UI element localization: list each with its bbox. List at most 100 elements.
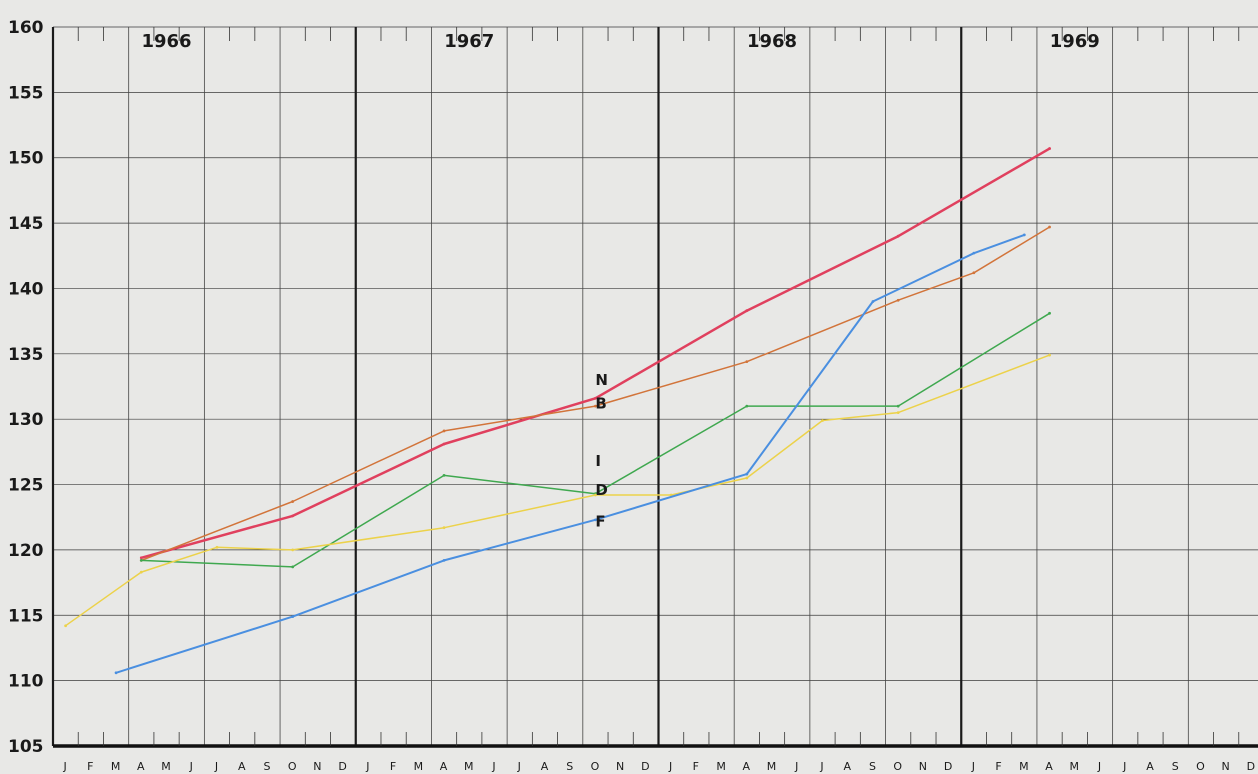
data-point-n [442, 442, 446, 446]
month-label: J [189, 760, 194, 773]
month-label: O [591, 760, 601, 773]
month-label: M [1019, 760, 1030, 773]
month-label: J [794, 760, 799, 773]
y-tick-label: 150 [8, 149, 44, 169]
month-label: J [214, 760, 219, 773]
series-line-d [64, 354, 1051, 627]
month-label: J [517, 760, 522, 773]
month-label: J [1122, 760, 1127, 773]
month-label: J [971, 760, 976, 773]
data-point-i [896, 404, 900, 408]
month-label: D [944, 760, 953, 773]
data-point-n [745, 309, 749, 313]
data-point-f [1022, 233, 1026, 237]
data-point-f [114, 671, 118, 675]
month-label: N [919, 760, 928, 773]
month-label: F [390, 760, 397, 773]
data-point-n [139, 556, 143, 560]
data-point-d [1048, 353, 1051, 357]
month-label: F [87, 760, 94, 773]
data-point-d [594, 493, 597, 497]
data-point-b [291, 500, 295, 503]
series-label-i: I [595, 452, 601, 470]
y-tick-label: 130 [8, 410, 44, 430]
y-tick-label: 115 [8, 606, 44, 626]
series-line-f [115, 233, 1026, 674]
y-tick-label: 105 [8, 737, 44, 757]
year-label: 1966 [141, 31, 191, 52]
data-point-i [139, 558, 143, 562]
data-point-b [972, 271, 976, 275]
month-label: A [743, 760, 752, 773]
month-label: J [819, 760, 824, 773]
data-point-f [442, 558, 446, 562]
grid [51, 26, 1258, 746]
month-label: D [641, 760, 650, 773]
data-point-b [745, 360, 749, 364]
data-point-b [594, 404, 597, 408]
data-point-i [291, 565, 295, 569]
data-point-i [745, 404, 749, 408]
month-label: A [541, 760, 550, 773]
series-label-n: N [595, 371, 608, 389]
month-label: S [869, 760, 877, 773]
data-point-f [972, 251, 976, 255]
month-label: D [338, 760, 347, 773]
data-point-b [896, 298, 900, 302]
data-point-d [139, 570, 143, 574]
month-label: N [616, 760, 625, 773]
series-labels: NB IDF [595, 371, 608, 530]
month-label: S [566, 760, 574, 773]
y-tick-label: 125 [8, 476, 44, 496]
month-label: M [161, 760, 172, 773]
year-label: 1968 [747, 31, 797, 52]
month-label: A [1045, 760, 1054, 773]
series-line-b [140, 226, 1051, 562]
month-label: J [1097, 760, 1102, 773]
y-tick-label: 145 [8, 214, 44, 234]
month-label: A [440, 760, 449, 773]
data-point-n [594, 396, 597, 400]
data-point-d [64, 624, 68, 628]
month-label: M [716, 760, 727, 773]
data-point-d [896, 411, 900, 415]
month-label: M [464, 760, 475, 773]
month-label: A [843, 760, 852, 773]
data-point-f [594, 518, 597, 522]
data-point-f [291, 615, 295, 618]
year-label: 1969 [1050, 31, 1100, 52]
data-point-n [896, 234, 900, 238]
month-label: M [1070, 760, 1081, 773]
data-point-n [291, 514, 295, 518]
data-point-i [442, 473, 446, 477]
data-point-i [1048, 311, 1051, 315]
data-point-f [871, 300, 875, 303]
month-label: M [767, 760, 778, 773]
month-label: N [1222, 760, 1231, 773]
month-label: O [288, 760, 298, 773]
month-label: F [693, 760, 700, 773]
data-point-b [442, 429, 446, 433]
month-label: A [238, 760, 247, 773]
series-label-b: B [595, 395, 606, 413]
month-label: S [263, 760, 271, 773]
month-label: S [1172, 760, 1180, 773]
month-label: M [414, 760, 425, 773]
month-label: J [62, 760, 67, 773]
month-label: F [995, 760, 1002, 773]
month-label: J [668, 760, 673, 773]
y-tick-label: 110 [8, 672, 44, 692]
data-point-d [745, 476, 749, 480]
data-point-d [821, 419, 824, 422]
data-point-n [1048, 147, 1051, 150]
year-label: 1967 [444, 31, 494, 52]
y-axis: 160 155 150 145 140 135 130 125 120 115 110 105 [8, 18, 44, 757]
series-label-f: F [595, 512, 605, 530]
y-tick-label: 120 [8, 541, 44, 561]
month-label: N [313, 760, 322, 773]
y-tick-label: 160 [8, 18, 44, 38]
month-label: J [365, 760, 370, 773]
month-label: A [1146, 760, 1155, 773]
y-tick-label: 140 [8, 279, 44, 299]
